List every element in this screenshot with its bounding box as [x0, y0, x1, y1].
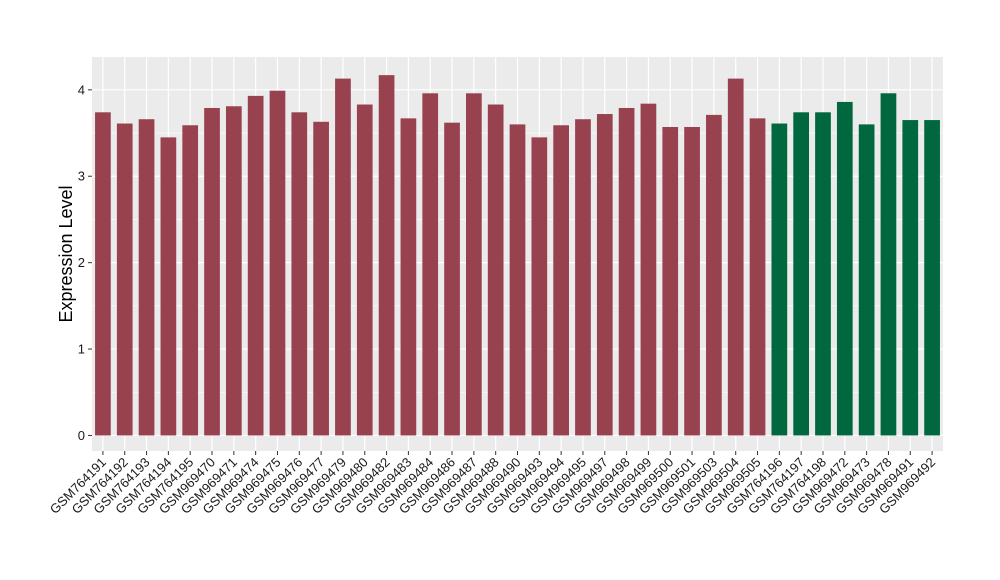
- bar-gsm969500: [662, 126, 679, 436]
- bar-gsm969479: [335, 78, 351, 436]
- bar-gsm764196: [771, 123, 788, 436]
- bar-gsm969480: [356, 104, 373, 436]
- bars: [95, 75, 940, 436]
- y-axis-title: Expression Level: [56, 185, 76, 322]
- bar-gsm969505: [749, 118, 766, 436]
- bar-gsm969473: [858, 124, 875, 436]
- y-axis: 0 1 2 3 4: [78, 82, 92, 443]
- bar-gsm969483: [400, 118, 417, 436]
- bar-gsm764195: [182, 125, 199, 436]
- bar-gsm969501: [684, 126, 700, 436]
- bar-gsm969499: [640, 103, 657, 436]
- bar-gsm969476: [291, 112, 308, 436]
- bar-gsm969484: [422, 93, 439, 436]
- bar-gsm969488: [487, 104, 504, 436]
- bar-gsm969487: [466, 93, 482, 436]
- bar-gsm969490: [509, 124, 526, 436]
- bar-gsm969475: [269, 90, 286, 436]
- bar-gsm969495: [575, 119, 591, 436]
- bar-gsm969478: [880, 93, 897, 436]
- bar-gsm969482: [378, 75, 395, 436]
- x-axis: GSM764191GSM764192GSM764193GSM764194GSM7…: [47, 451, 938, 517]
- bar-gsm969498: [618, 107, 635, 436]
- bar-gsm969494: [553, 125, 569, 436]
- bar-gsm764193: [138, 119, 155, 436]
- bar-gsm764194: [160, 137, 177, 436]
- y-tick-label: 1: [78, 342, 85, 357]
- bar-gsm764197: [793, 112, 810, 436]
- y-tick-label: 2: [78, 255, 85, 270]
- bar-gsm969493: [531, 137, 548, 436]
- bar-gsm969486: [444, 122, 460, 436]
- bar-gsm969497: [596, 114, 613, 436]
- y-tick-label: 4: [78, 82, 85, 97]
- bar-gsm969503: [706, 114, 722, 436]
- bar-gsm969470: [204, 107, 220, 436]
- bar-gsm969477: [313, 121, 329, 436]
- bar-gsm969474: [247, 95, 264, 436]
- bar-gsm764192: [116, 123, 133, 436]
- bar-gsm969504: [727, 78, 744, 436]
- y-tick-label: 3: [78, 169, 85, 184]
- bar-gsm969471: [225, 106, 242, 436]
- bar-gsm969492: [924, 120, 940, 436]
- bar-gsm764198: [815, 112, 831, 436]
- y-tick-label: 0: [78, 428, 85, 443]
- bar-gsm969491: [902, 120, 919, 436]
- bar-gsm969472: [836, 101, 853, 436]
- bar-gsm764191: [95, 112, 111, 436]
